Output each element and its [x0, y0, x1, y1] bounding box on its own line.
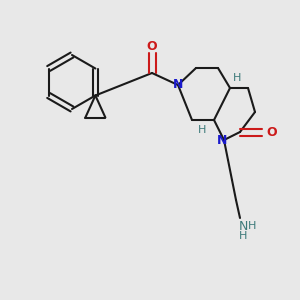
Text: H: H [248, 221, 256, 231]
Text: O: O [267, 125, 277, 139]
Text: O: O [147, 40, 157, 52]
Text: H: H [239, 231, 247, 241]
Text: N: N [173, 79, 183, 92]
Text: H: H [198, 125, 206, 135]
Text: N: N [238, 220, 248, 232]
Text: N: N [217, 134, 227, 146]
Text: H: H [233, 73, 241, 83]
